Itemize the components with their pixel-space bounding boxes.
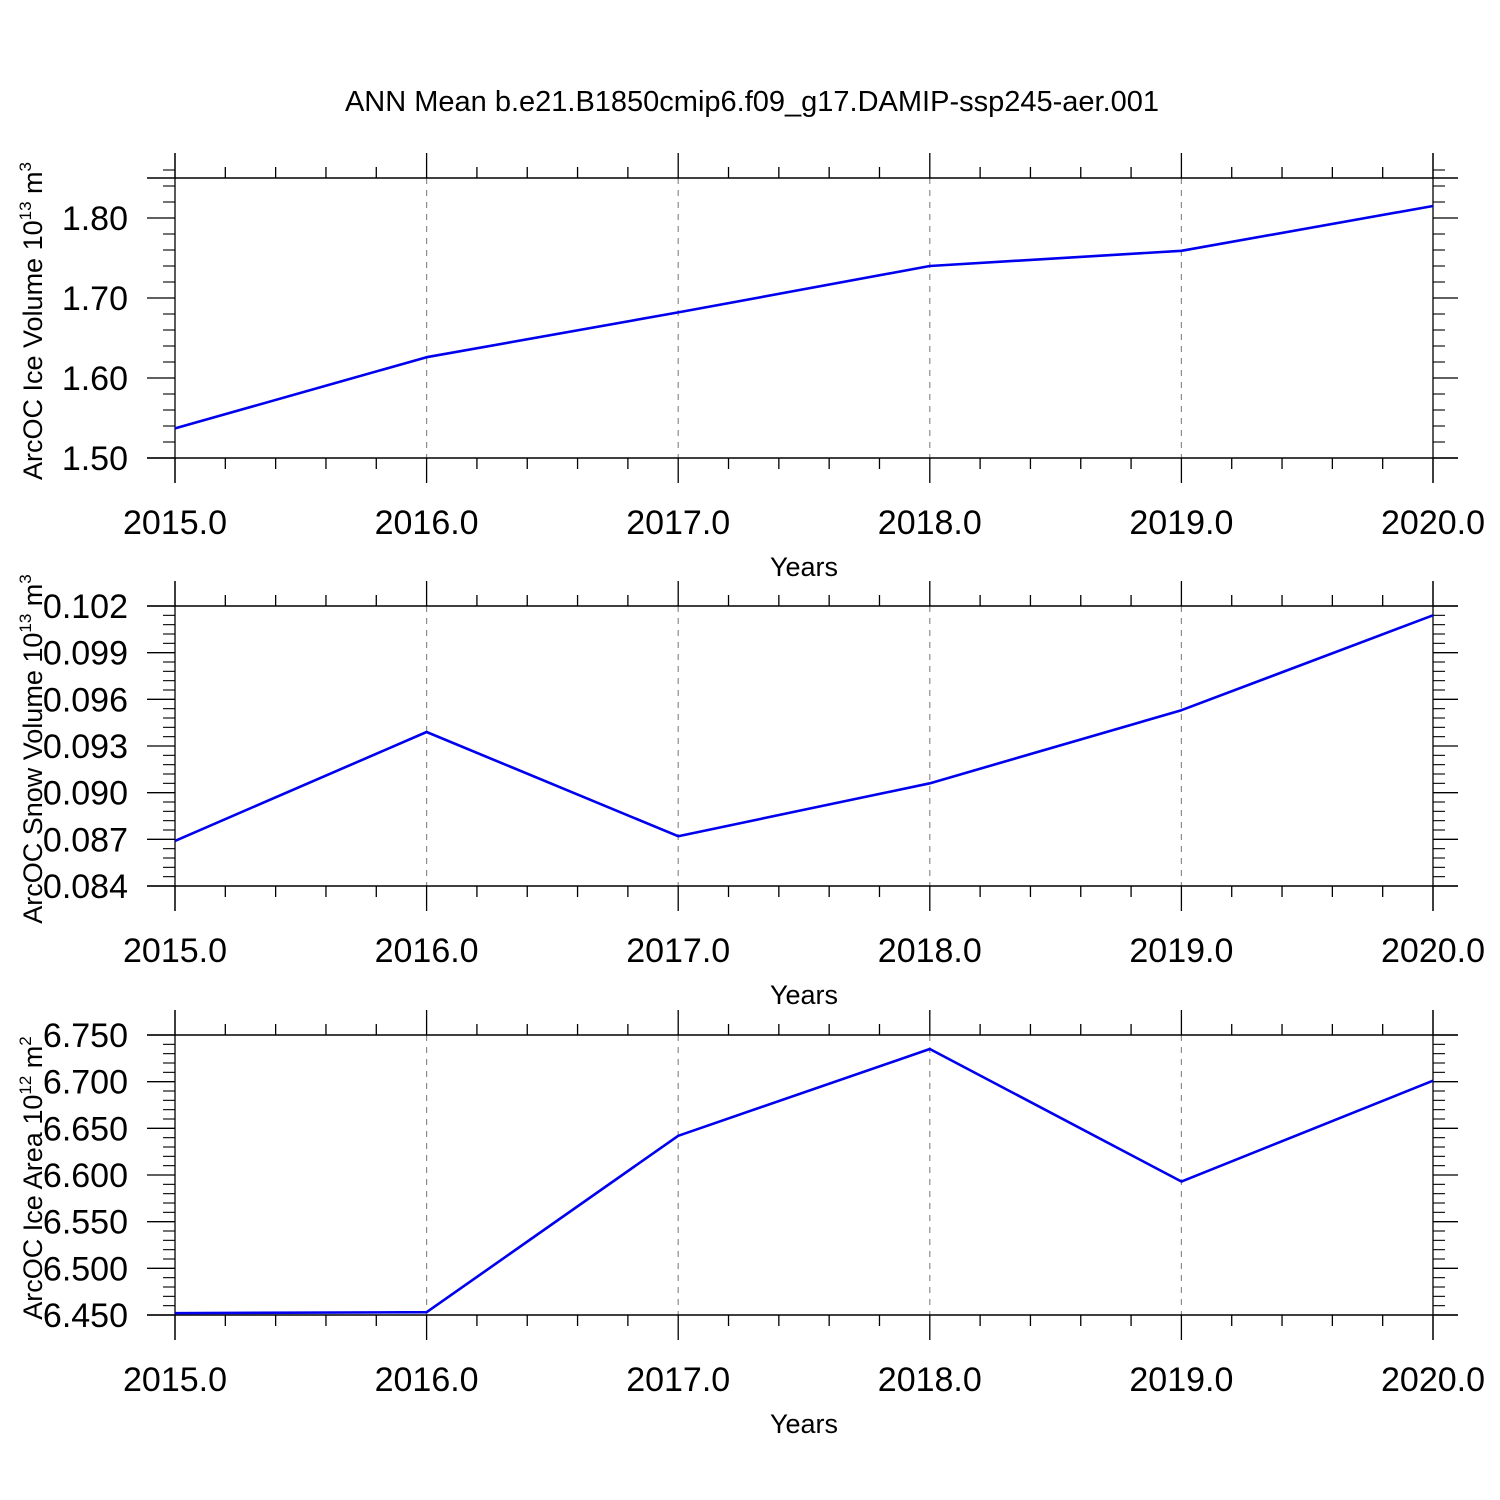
x-tick-label: 2018.0 [878, 1361, 982, 1399]
y-axis-title: ArcOC Snow Volume 1013 m3 [16, 574, 48, 924]
x-tick-label: 2019.0 [1129, 932, 1233, 970]
x-tick-label: 2016.0 [375, 1361, 479, 1399]
x-tick-label: 2016.0 [375, 504, 479, 542]
y-axis-title-exponent: 13 [16, 201, 35, 220]
x-tick-label: 2016.0 [375, 932, 479, 970]
y-axis-title: ArcOC Ice Area 1012 m2 [16, 1036, 48, 1320]
y-tick-label: 6.700 [43, 1064, 128, 1102]
y-tick-label: 1.80 [62, 200, 128, 238]
data-series-line [174, 614, 1434, 843]
y-axis-title-unit: m [18, 171, 48, 201]
y-tick-label: 6.550 [43, 1204, 128, 1242]
y-axis-title-unit: m [18, 584, 48, 614]
x-tick-label: 2019.0 [1129, 504, 1233, 542]
data-series-line [174, 204, 1434, 430]
x-tick-label: 2015.0 [123, 932, 227, 970]
y-tick-label: 6.750 [43, 1017, 128, 1055]
plots-container: 2015.0 2016.0 2017.0 2018.0 2019.0 2020.0 1.50… [16, 153, 1485, 1439]
chart-panel-3: 2015.0 2016.0 2017.0 2018.0 2019.0 2020.0 6.45… [16, 1010, 1485, 1439]
y-tick-label: 0.084 [43, 868, 128, 906]
y-axis-title-unit: m [18, 1046, 48, 1076]
y-axis-title-exponent: 13 [16, 614, 35, 633]
y-tick-label: 0.102 [43, 588, 128, 626]
chart-panel-2: 2015.0 2016.0 2017.0 2018.0 2019.0 2020.0 0.08… [16, 574, 1485, 1010]
y-axis-title: ArcOC Ice Volume 1013 m3 [16, 162, 48, 480]
x-axis-title: Years [770, 552, 838, 582]
y-tick-label: 1.60 [62, 360, 128, 398]
x-tick-label: 2020.0 [1381, 1361, 1485, 1399]
y-axis-title-text: ArcOC Ice Volume 10 [18, 220, 48, 480]
figure-title: ANN Mean b.e21.B1850cmip6.f09_g17.DAMIP-… [345, 86, 1159, 118]
x-tick-label: 2020.0 [1381, 504, 1485, 542]
x-tick-label: 2018.0 [878, 504, 982, 542]
y-axis-title-unit-exponent: 3 [16, 574, 35, 583]
x-tick-label: 2017.0 [626, 504, 730, 542]
x-tick-label: 2015.0 [123, 504, 227, 542]
y-tick-label: 6.500 [43, 1250, 128, 1288]
x-tick-label: 2019.0 [1129, 1361, 1233, 1399]
x-axis-title: Years [770, 1409, 838, 1439]
y-tick-label: 0.087 [43, 821, 128, 859]
y-tick-label: 0.099 [43, 635, 128, 673]
y-axis-title-unit-exponent: 2 [16, 1036, 35, 1045]
x-tick-label: 2018.0 [878, 932, 982, 970]
y-axis-title-text: ArcOC Ice Area 10 [18, 1095, 48, 1320]
y-tick-label: 0.090 [43, 775, 128, 813]
y-axis-title-exponent: 12 [16, 1076, 35, 1095]
chart-panel-1: 2015.0 2016.0 2017.0 2018.0 2019.0 2020.0 1.50… [16, 153, 1485, 582]
data-series-line [174, 1047, 1434, 1315]
y-tick-label: 0.093 [43, 728, 128, 766]
y-tick-label: 1.70 [62, 280, 128, 318]
y-tick-label: 6.650 [43, 1110, 128, 1148]
y-tick-label: 1.50 [62, 440, 128, 478]
y-tick-label: 0.096 [43, 681, 128, 719]
x-axis-title: Years [770, 980, 838, 1010]
y-tick-label: 6.600 [43, 1157, 128, 1195]
x-tick-label: 2017.0 [626, 1361, 730, 1399]
x-tick-label: 2017.0 [626, 932, 730, 970]
x-tick-label: 2020.0 [1381, 932, 1485, 970]
y-axis-title-unit-exponent: 3 [16, 162, 35, 171]
x-tick-label: 2015.0 [123, 1361, 227, 1399]
y-tick-label: 6.450 [43, 1297, 128, 1335]
y-axis-title-text: ArcOC Snow Volume 10 [18, 633, 48, 924]
